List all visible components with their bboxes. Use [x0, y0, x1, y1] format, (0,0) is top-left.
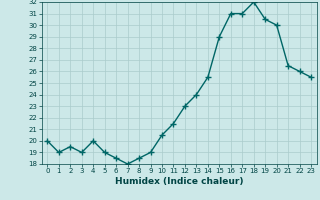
X-axis label: Humidex (Indice chaleur): Humidex (Indice chaleur): [115, 177, 244, 186]
